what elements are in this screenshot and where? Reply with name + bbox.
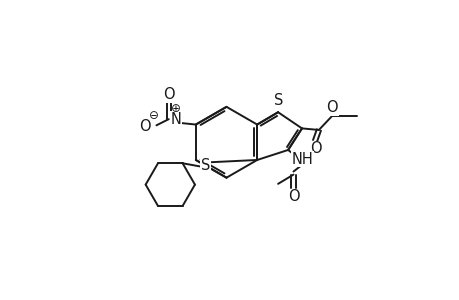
Text: N: N <box>170 112 181 127</box>
Text: O: O <box>288 189 299 204</box>
Text: S: S <box>201 158 210 173</box>
Text: ⊕: ⊕ <box>170 102 180 115</box>
Text: O: O <box>162 87 174 102</box>
Text: O: O <box>325 100 337 115</box>
Text: ⊖: ⊖ <box>149 109 159 122</box>
Text: NH: NH <box>291 152 313 167</box>
Text: S: S <box>274 93 283 108</box>
Text: O: O <box>309 142 321 157</box>
Text: O: O <box>139 119 151 134</box>
